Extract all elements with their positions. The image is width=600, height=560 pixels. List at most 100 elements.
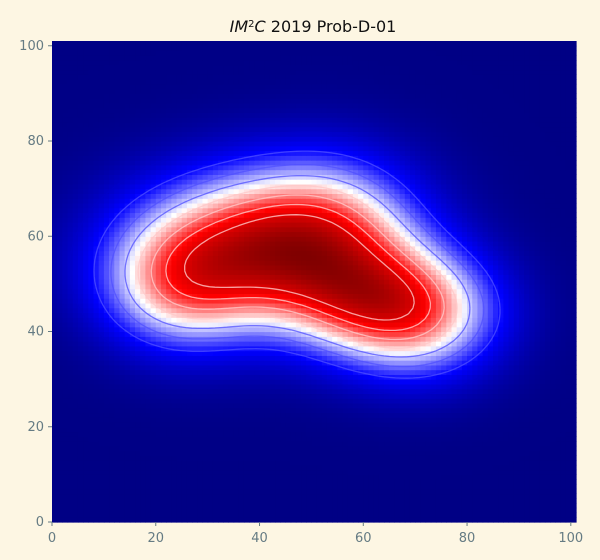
heatmap-cell xyxy=(534,507,541,514)
heatmap-cell xyxy=(570,293,577,299)
heatmap-cell xyxy=(534,517,541,523)
heatmap-cell xyxy=(399,479,406,485)
heatmap-cell xyxy=(384,331,390,337)
heatmap-cell xyxy=(337,398,344,404)
heatmap-cell xyxy=(109,407,115,414)
heatmap-cell xyxy=(451,412,458,418)
heatmap-cell xyxy=(140,336,146,342)
heatmap-cell xyxy=(160,469,167,475)
heatmap-cell xyxy=(140,402,146,409)
heatmap-cell xyxy=(332,374,338,380)
heatmap-cell xyxy=(570,436,577,442)
heatmap-cell xyxy=(518,369,525,375)
heatmap-cell xyxy=(326,374,333,380)
heatmap-cell xyxy=(150,421,157,428)
heatmap-cell xyxy=(352,474,359,480)
heatmap-cell xyxy=(508,502,515,509)
heatmap-cell xyxy=(52,502,58,509)
heatmap-cell xyxy=(254,298,261,304)
heatmap-cell xyxy=(508,355,515,361)
heatmap-cell xyxy=(264,383,271,390)
heatmap-cell xyxy=(430,517,437,523)
heatmap-cell xyxy=(446,379,453,385)
heatmap-cell xyxy=(228,517,235,523)
heatmap-cell xyxy=(461,345,468,352)
heatmap-cell xyxy=(368,507,375,514)
heatmap-cell xyxy=(534,426,541,433)
heatmap-cell xyxy=(202,407,209,414)
heatmap-cell xyxy=(373,502,380,509)
heatmap-cell xyxy=(456,388,463,395)
heatmap-cell xyxy=(228,331,235,337)
heatmap-cell xyxy=(192,479,198,485)
heatmap-cell xyxy=(280,345,287,352)
heatmap-cell xyxy=(461,488,468,495)
heatmap-cell xyxy=(550,393,556,399)
heatmap-cell xyxy=(409,464,416,471)
heatmap-cell xyxy=(197,512,204,518)
heatmap-cell xyxy=(550,293,556,299)
heatmap-cell xyxy=(352,302,359,309)
heatmap-cell xyxy=(119,464,126,471)
heatmap-cell xyxy=(280,488,287,495)
heatmap-cell xyxy=(72,469,79,475)
heatmap-cell xyxy=(529,474,536,480)
heatmap-cell xyxy=(135,345,141,352)
heatmap-cell xyxy=(378,450,385,456)
heatmap-cell xyxy=(394,441,401,447)
heatmap-cell xyxy=(171,517,178,523)
heatmap-cell xyxy=(197,412,204,418)
heatmap-cell xyxy=(544,507,551,514)
heatmap-cell xyxy=(285,350,292,356)
heatmap-cell xyxy=(347,421,354,428)
heatmap-cell xyxy=(119,502,126,509)
heatmap-cell xyxy=(332,317,338,323)
heatmap-cell xyxy=(135,360,141,366)
heatmap-cell xyxy=(472,417,479,423)
heatmap-cell xyxy=(461,431,468,437)
heatmap-cell xyxy=(223,431,229,437)
heatmap-cell xyxy=(425,407,432,414)
heatmap-cell xyxy=(337,502,344,509)
heatmap-cell xyxy=(77,498,84,504)
heatmap-cell xyxy=(477,317,484,323)
heatmap-cell xyxy=(404,479,411,485)
heatmap-cell xyxy=(430,436,437,442)
heatmap-cell xyxy=(430,355,437,361)
heatmap-cell xyxy=(539,469,546,475)
heatmap-cell xyxy=(321,464,328,471)
heatmap-cell xyxy=(326,393,333,399)
heatmap-cell xyxy=(415,383,421,390)
heatmap-cell xyxy=(160,431,167,437)
heatmap-cell xyxy=(368,493,375,499)
heatmap-cell xyxy=(524,441,530,447)
heatmap-cell xyxy=(254,493,261,499)
heatmap-cell xyxy=(290,388,297,395)
heatmap-cell xyxy=(311,293,318,299)
heatmap-cell xyxy=(503,517,510,523)
heatmap-cell xyxy=(508,436,515,442)
heatmap-cell xyxy=(565,402,572,409)
heatmap-cell xyxy=(389,407,396,414)
heatmap-cell xyxy=(295,498,302,504)
heatmap-cell xyxy=(197,483,204,490)
heatmap-cell xyxy=(518,398,525,404)
heatmap-cell xyxy=(264,307,271,314)
heatmap-cell xyxy=(487,426,494,433)
heatmap-cell xyxy=(394,421,401,428)
heatmap-cell xyxy=(467,464,473,471)
heatmap-cell xyxy=(207,493,214,499)
heatmap-cell xyxy=(243,350,250,356)
heatmap-cell xyxy=(534,336,541,342)
heatmap-cell xyxy=(114,374,121,380)
heatmap-cell xyxy=(456,417,463,423)
heatmap-cell xyxy=(435,436,442,442)
heatmap-cell xyxy=(93,379,100,385)
heatmap-cell xyxy=(129,431,136,437)
heatmap-cell xyxy=(124,431,131,437)
heatmap-cell xyxy=(228,321,235,328)
heatmap-cell xyxy=(124,350,131,356)
heatmap-cell xyxy=(223,417,229,423)
heatmap-cell xyxy=(555,312,562,318)
heatmap-cell xyxy=(290,498,297,504)
